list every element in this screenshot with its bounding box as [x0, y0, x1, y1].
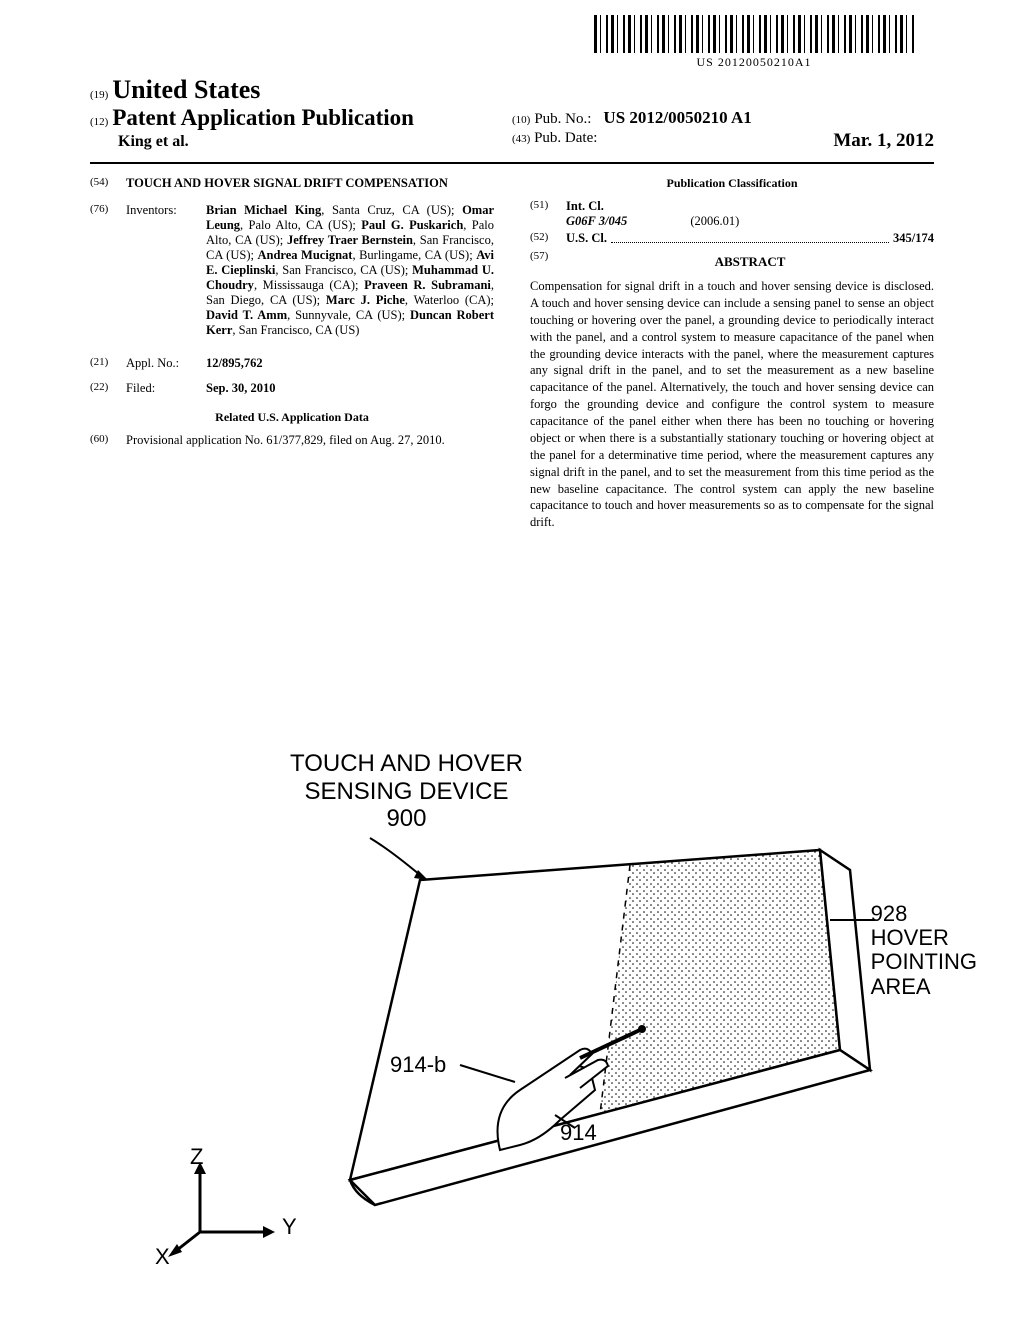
pubdate-line: (43) Pub. Date: Mar. 1, 2012: [512, 130, 934, 147]
intcl-row: G06F 3/045 (2006.01): [566, 214, 934, 229]
filed-val: Sep. 30, 2010: [206, 381, 494, 396]
right-column: Publication Classification (51) Int. Cl.…: [530, 176, 934, 531]
header-divider: [90, 162, 934, 164]
invention-title: TOUCH AND HOVER SIGNAL DRIFT COMPENSATIO…: [126, 176, 494, 191]
applno-val: 12/895,762: [206, 356, 494, 371]
header-right: (10) Pub. No.: US 2012/0050210 A1 (43) P…: [512, 75, 934, 152]
provisional-text: Provisional application No. 61/377,829, …: [126, 433, 494, 448]
pubdate-num: (43): [512, 133, 530, 145]
title-num: (54): [90, 176, 126, 191]
country-line: (19) United States: [90, 75, 512, 105]
label-928-1: HOVER: [871, 925, 949, 950]
country-num: (19): [90, 89, 108, 101]
intcl-code: G06F 3/045: [566, 214, 627, 228]
intcl-num: (51): [530, 199, 566, 229]
inventor-loc: , Waterloo (CA);: [405, 293, 494, 307]
inventor-name: Brian Michael King: [206, 203, 321, 217]
provisional-num: (60): [90, 433, 126, 448]
inventor-loc: , San Francisco, CA (US): [232, 323, 359, 337]
applno-num: (21): [90, 356, 126, 371]
inventor-loc: , Burlingame, CA (US);: [352, 248, 476, 262]
barcode-number: US 20120050210A1: [594, 55, 914, 70]
inventor-name: Andrea Mucignat: [257, 248, 352, 262]
label-914b: 914-b: [390, 1052, 446, 1078]
pub-type: Patent Application Publication: [112, 105, 414, 130]
abstract-text: Compensation for signal drift in a touch…: [530, 278, 934, 531]
abstract-header: ABSTRACT: [566, 254, 934, 270]
intcl-date: (2006.01): [690, 214, 739, 228]
inventor-loc: , Santa Cruz, CA (US);: [321, 203, 462, 217]
inventors-label: Inventors:: [126, 203, 206, 338]
left-column: (54) TOUCH AND HOVER SIGNAL DRIFT COMPEN…: [90, 176, 494, 531]
pub-type-num: (12): [90, 116, 108, 128]
country: United States: [112, 75, 260, 104]
axes-icon: Z Y X: [160, 1152, 300, 1268]
barcode-icon: [594, 15, 914, 53]
inventors-num: (76): [90, 203, 126, 338]
pubdate-val: Mar. 1, 2012: [833, 130, 934, 152]
provisional-section: (60) Provisional application No. 61/377,…: [90, 433, 494, 448]
label-928-2: POINTING: [871, 949, 977, 974]
pubdate-label: Pub. Date:: [534, 130, 597, 146]
inventor-loc: , Palo Alto, CA (US);: [240, 218, 361, 232]
inventor-loc: , Sunnyvale, CA (US);: [287, 308, 410, 322]
label-928-num: 928: [871, 901, 908, 926]
abstract-header-row: (57) ABSTRACT: [530, 250, 934, 278]
uscl-num: (52): [530, 231, 566, 246]
inventors-section: (76) Inventors: Brian Michael King, Sant…: [90, 203, 494, 338]
inventors-list: Brian Michael King, Santa Cruz, CA (US);…: [206, 203, 494, 338]
pubno-val: US 2012/0050210 A1: [603, 108, 751, 127]
intcl-section: (51) Int. Cl. G06F 3/045 (2006.01): [530, 199, 934, 229]
uscl-label: U.S. Cl.: [566, 231, 607, 246]
filed-num: (22): [90, 381, 126, 396]
inventor-name: Praveen R. Subramani: [364, 278, 491, 292]
figure-area: TOUCH AND HOVER SENSING DEVICE 900: [160, 750, 920, 1270]
barcode-block: US 20120050210A1: [594, 15, 914, 70]
label-928: 928 HOVER POINTING AREA: [871, 902, 977, 999]
uscl-section: (52) U.S. Cl. 345/174: [530, 231, 934, 246]
pubclass-header: Publication Classification: [530, 176, 934, 191]
inventor-name: Marc J. Piche: [326, 293, 405, 307]
abstract-num: (57): [530, 250, 566, 278]
uscl-val: 345/174: [893, 231, 934, 246]
intcl-label: Int. Cl.: [566, 199, 934, 214]
uscl-row: U.S. Cl. 345/174: [566, 231, 934, 246]
pubno-num: (10): [512, 114, 530, 126]
author-line: King et al.: [90, 133, 512, 151]
uscl-dots: [611, 231, 889, 243]
title-section: (54) TOUCH AND HOVER SIGNAL DRIFT COMPEN…: [90, 176, 494, 191]
patent-page: US 20120050210A1 (19) United States (12)…: [0, 0, 1024, 1320]
header: (19) United States (12) Patent Applicati…: [90, 75, 934, 152]
pubno-line: (10) Pub. No.: US 2012/0050210 A1: [512, 108, 934, 128]
inventor-name: David T. Amm: [206, 308, 287, 322]
inventor-name: Paul G. Puskarich: [361, 218, 463, 232]
inventor-loc: , San Francisco, CA (US);: [275, 263, 412, 277]
body-columns: (54) TOUCH AND HOVER SIGNAL DRIFT COMPEN…: [90, 176, 934, 531]
axis-x: X: [155, 1244, 170, 1270]
filed-section: (22) Filed: Sep. 30, 2010: [90, 381, 494, 396]
pubno-label: Pub. No.:: [534, 111, 591, 127]
applno-label: Appl. No.:: [126, 356, 206, 371]
axis-y: Y: [282, 1214, 297, 1240]
related-header: Related U.S. Application Data: [90, 410, 494, 425]
applno-section: (21) Appl. No.: 12/895,762: [90, 356, 494, 371]
axis-z: Z: [190, 1144, 203, 1170]
pub-type-line: (12) Patent Application Publication: [90, 105, 512, 131]
label-914: 914: [560, 1120, 597, 1146]
header-left: (19) United States (12) Patent Applicati…: [90, 75, 512, 152]
filed-label: Filed:: [126, 381, 206, 396]
inventor-name: Jeffrey Traer Bernstein: [287, 233, 413, 247]
inventor-loc: , Mississauga (CA);: [254, 278, 364, 292]
label-928-3: AREA: [871, 974, 931, 999]
